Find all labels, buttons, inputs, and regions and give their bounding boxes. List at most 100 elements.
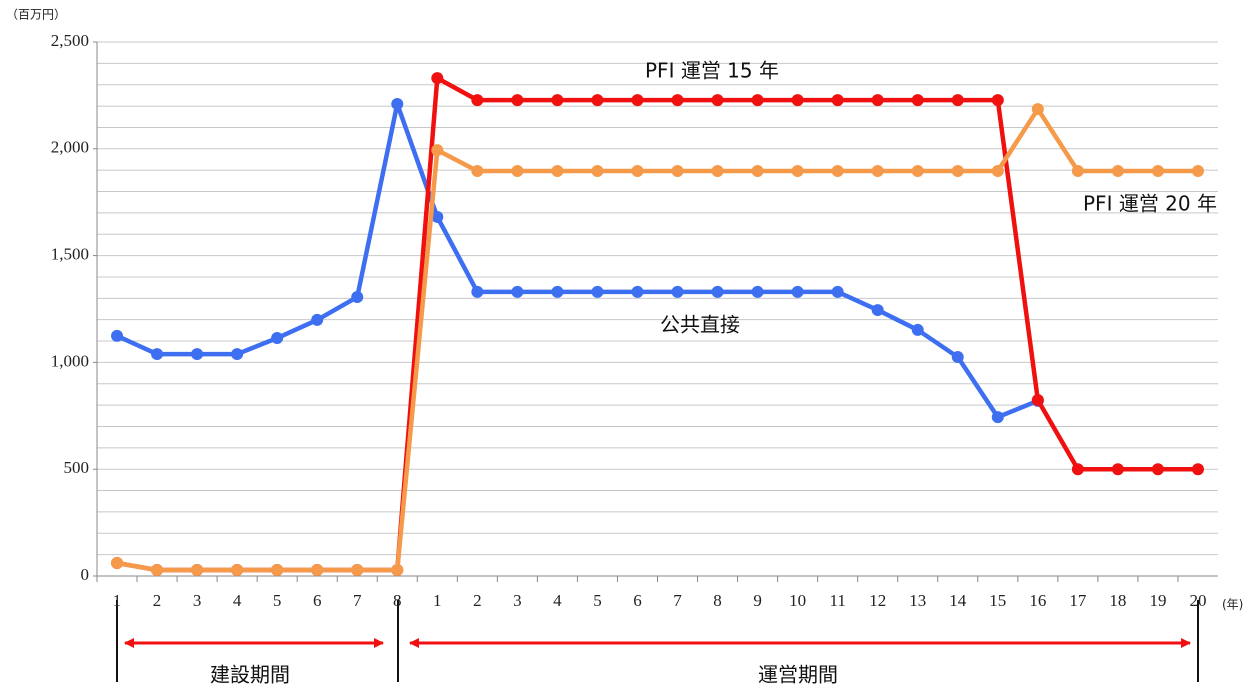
- point: [1111, 165, 1124, 178]
- x-tick-label: 8: [713, 591, 722, 610]
- point: [151, 348, 164, 361]
- point: [511, 94, 524, 107]
- series-label: PFI 運営 20 年: [1083, 192, 1217, 216]
- point: [671, 285, 684, 298]
- point: [111, 556, 124, 569]
- point: [271, 564, 284, 577]
- point: [671, 94, 684, 107]
- point: [431, 72, 444, 85]
- point: [791, 165, 804, 178]
- series-label: 公共直接: [660, 313, 740, 337]
- point: [751, 94, 764, 107]
- x-tick-label: 18: [1109, 591, 1126, 610]
- y-tick-label: 2,000: [51, 138, 89, 157]
- point: [831, 165, 844, 178]
- point: [511, 285, 524, 298]
- point: [631, 285, 644, 298]
- y-tick-label: 2,500: [51, 31, 89, 50]
- point: [871, 304, 884, 317]
- series-line: [116, 75, 1198, 573]
- y-tick-label: 1,500: [51, 245, 89, 264]
- x-tick-label: 4: [233, 591, 242, 610]
- point: [791, 285, 804, 298]
- point: [391, 564, 404, 577]
- period-label: 建設期間: [210, 663, 290, 687]
- point: [911, 94, 924, 107]
- x-tick-label: 3: [513, 591, 522, 610]
- point: [591, 165, 604, 178]
- x-tick-label: 20: [1189, 591, 1206, 610]
- x-tick-label: 6: [633, 591, 642, 610]
- point: [191, 564, 204, 577]
- x-tick-label: 1: [113, 591, 122, 610]
- point: [751, 285, 764, 298]
- point: [511, 165, 524, 178]
- x-tick-label: 6: [313, 591, 322, 610]
- x-unit: (年): [1222, 598, 1243, 612]
- point: [751, 165, 764, 178]
- point: [871, 165, 884, 178]
- point: [671, 165, 684, 178]
- x-tick-label: 11: [829, 591, 845, 610]
- x-tick-label: 7: [353, 591, 362, 610]
- point: [951, 94, 964, 107]
- point: [551, 94, 564, 107]
- x-tick-label: 9: [753, 591, 762, 610]
- point: [1151, 463, 1164, 476]
- point: [471, 285, 484, 298]
- y-tick-label: 500: [64, 458, 90, 477]
- point: [191, 348, 204, 361]
- point: [111, 329, 124, 342]
- point: [311, 313, 324, 326]
- point: [311, 564, 324, 577]
- point: [551, 165, 564, 178]
- point: [1191, 463, 1204, 476]
- point: [1031, 393, 1044, 406]
- x-tick-label: 2: [473, 591, 482, 610]
- point: [591, 285, 604, 298]
- period-markers: [116, 600, 1199, 682]
- x-tick-label: 5: [273, 591, 282, 610]
- point: [351, 291, 364, 304]
- x-tick-label: 17: [1069, 591, 1087, 610]
- x-tick-label: 10: [789, 591, 806, 610]
- x-tick-label: 13: [909, 591, 926, 610]
- point: [1071, 463, 1084, 476]
- point: [1191, 165, 1204, 178]
- point: [1071, 165, 1084, 178]
- point: [431, 210, 444, 223]
- point: [991, 94, 1004, 107]
- point: [991, 411, 1004, 424]
- point: [711, 165, 724, 178]
- y-tick-label: 1,000: [51, 351, 89, 370]
- series-line: [116, 101, 1039, 420]
- point: [271, 332, 284, 345]
- point: [991, 165, 1004, 178]
- point: [951, 165, 964, 178]
- point: [951, 351, 964, 364]
- point: [231, 348, 244, 361]
- point: [1151, 165, 1164, 178]
- x-tick-label: 8: [393, 591, 402, 610]
- point: [831, 285, 844, 298]
- x-tick-label: 7: [673, 591, 682, 610]
- y-tick-label: 0: [81, 565, 90, 584]
- x-tick-label: 5: [593, 591, 602, 610]
- x-tick-label: 16: [1029, 591, 1046, 610]
- point: [711, 285, 724, 298]
- x-tick-label: 4: [553, 591, 562, 610]
- point: [351, 564, 364, 577]
- point: [711, 94, 724, 107]
- y-unit: （百万円）: [6, 8, 66, 22]
- x-tick-label: 3: [193, 591, 202, 610]
- x-tick-label: 1: [433, 591, 442, 610]
- point: [1111, 463, 1124, 476]
- series-line: [116, 106, 1198, 573]
- point: [151, 564, 164, 577]
- point: [391, 97, 404, 110]
- point: [631, 165, 644, 178]
- x-tick-label: 14: [949, 591, 967, 610]
- point: [911, 165, 924, 178]
- point: [471, 165, 484, 178]
- point: [791, 94, 804, 107]
